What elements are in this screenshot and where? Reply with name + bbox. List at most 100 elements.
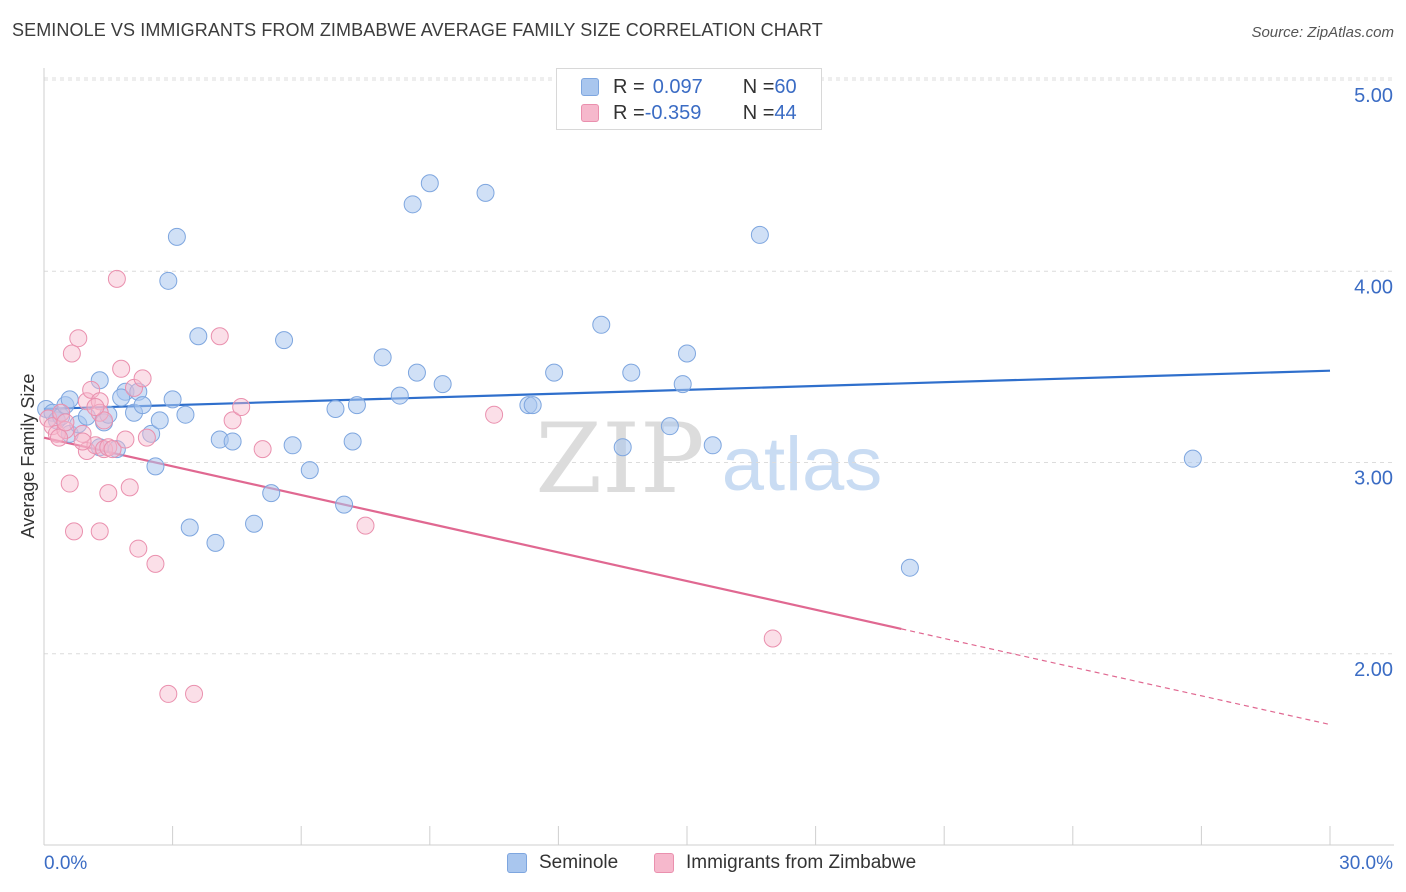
data-point-seminole (335, 495, 354, 514)
data-point-seminole (407, 363, 426, 382)
legend-n-label: N = (742, 101, 775, 124)
data-point-seminole (163, 390, 182, 409)
data-point-seminole (403, 195, 422, 214)
data-point-seminole (206, 533, 225, 552)
data-point-seminole (1183, 449, 1202, 468)
data-point-zimbabwe (129, 539, 148, 558)
series-seminole (37, 174, 1202, 577)
watermark: ZIP atlas (535, 403, 882, 515)
data-point-seminole (343, 432, 362, 451)
data-point-seminole (159, 271, 178, 290)
data-point-seminole (433, 375, 452, 394)
data-point-zimbabwe (763, 629, 782, 648)
legend-n-value: 44 (774, 101, 797, 124)
series-zimbabwe (39, 269, 782, 703)
data-point-seminole (326, 399, 345, 418)
data-point-seminole (622, 363, 641, 382)
data-point-seminole (176, 405, 195, 424)
series-legend-label-zimbabwe: Immigrants from Zimbabwe (686, 852, 917, 873)
data-point-zimbabwe (133, 369, 152, 388)
watermark-zip: ZIP (535, 403, 704, 515)
data-point-zimbabwe (56, 420, 75, 439)
trendline-zimbabwe-extension (901, 628, 1331, 726)
data-point-zimbabwe (99, 484, 118, 503)
data-point-seminole (189, 327, 208, 346)
y-tick-label: 4.00 (1354, 276, 1393, 298)
data-point-seminole (283, 436, 302, 455)
x-tick-label-max: 30.0% (1339, 853, 1393, 874)
data-point-zimbabwe (146, 554, 165, 573)
data-point-seminole (245, 514, 264, 533)
data-point-seminole (133, 396, 152, 415)
data-point-seminole (523, 396, 542, 415)
data-point-seminole (300, 461, 319, 480)
y-tick-label: 3.00 (1354, 468, 1393, 490)
series-legend-zimbabwe: Immigrants from Zimbabwe (654, 852, 916, 874)
data-point-zimbabwe (52, 403, 71, 422)
data-point-zimbabwe (65, 522, 84, 541)
data-point-zimbabwe (62, 344, 81, 363)
data-point-zimbabwe (107, 269, 126, 288)
data-point-seminole (167, 227, 186, 246)
legend-n-value: 60 (774, 75, 797, 98)
legend-row-seminole: R = 0.097 N = 60 (581, 75, 797, 99)
data-point-zimbabwe (137, 428, 156, 447)
data-point-seminole (592, 315, 611, 334)
legend-swatch-zimbabwe (581, 104, 599, 122)
data-point-zimbabwe (90, 522, 109, 541)
data-point-seminole (673, 375, 692, 394)
series-legend-swatch-zimbabwe (654, 853, 674, 873)
data-point-zimbabwe (69, 329, 88, 348)
data-point-zimbabwe (60, 474, 79, 493)
legend-swatch-seminole (581, 78, 599, 96)
data-point-zimbabwe (185, 684, 204, 703)
data-point-seminole (660, 417, 679, 436)
legend-row-zimbabwe: R = -0.359 N = 44 (581, 101, 797, 125)
data-point-zimbabwe (356, 516, 375, 535)
data-point-seminole (476, 183, 495, 202)
data-point-seminole (275, 331, 294, 350)
data-point-zimbabwe (210, 327, 229, 346)
watermark-atlas: atlas (722, 422, 883, 507)
data-point-zimbabwe (112, 359, 131, 378)
legend-r-value: 0.097 (652, 75, 703, 98)
data-point-zimbabwe (103, 440, 122, 459)
legend-n-label: N = (742, 75, 775, 98)
data-point-seminole (390, 386, 409, 405)
data-point-zimbabwe (50, 428, 69, 447)
x-tick-labels: 0.0% 30.0% (44, 853, 1393, 874)
data-point-seminole (223, 432, 242, 451)
data-point-seminole (703, 436, 722, 455)
legend-r-label: R = (613, 75, 645, 98)
chart-title: SEMINOLE VS IMMIGRANTS FROM ZIMBABWE AVE… (12, 20, 823, 40)
grid (44, 77, 1394, 655)
y-tick-labels: 2.00 3.00 4.00 5.00 (1354, 85, 1393, 681)
data-point-seminole (420, 174, 439, 193)
data-point-zimbabwe (73, 432, 92, 451)
data-point-seminole (262, 484, 281, 503)
data-point-seminole (347, 396, 366, 415)
data-point-zimbabwe (159, 684, 178, 703)
data-point-seminole (545, 363, 564, 382)
data-point-seminole (146, 457, 165, 476)
data-point-seminole (613, 438, 632, 457)
data-point-seminole (180, 518, 199, 537)
data-point-zimbabwe (77, 392, 96, 411)
data-point-zimbabwe (56, 413, 75, 432)
legend-r-value: -0.359 (644, 101, 702, 124)
data-point-zimbabwe (73, 424, 92, 443)
data-point-zimbabwe (232, 398, 251, 417)
data-point-seminole (112, 388, 131, 407)
data-point-seminole (150, 411, 169, 430)
y-tick-label: 2.00 (1354, 659, 1393, 681)
series-legend: Seminole Immigrants from Zimbabwe (0, 852, 1406, 878)
data-point-zimbabwe (485, 405, 504, 424)
data-point-seminole (900, 558, 919, 577)
series-legend-label-seminole: Seminole (539, 852, 619, 873)
data-point-zimbabwe (120, 478, 139, 497)
data-point-seminole (750, 225, 769, 244)
source-label: Source: ZipAtlas.com (1251, 24, 1394, 41)
y-axis-label: Average Family Size (18, 374, 38, 539)
trendline-zimbabwe (43, 436, 902, 630)
